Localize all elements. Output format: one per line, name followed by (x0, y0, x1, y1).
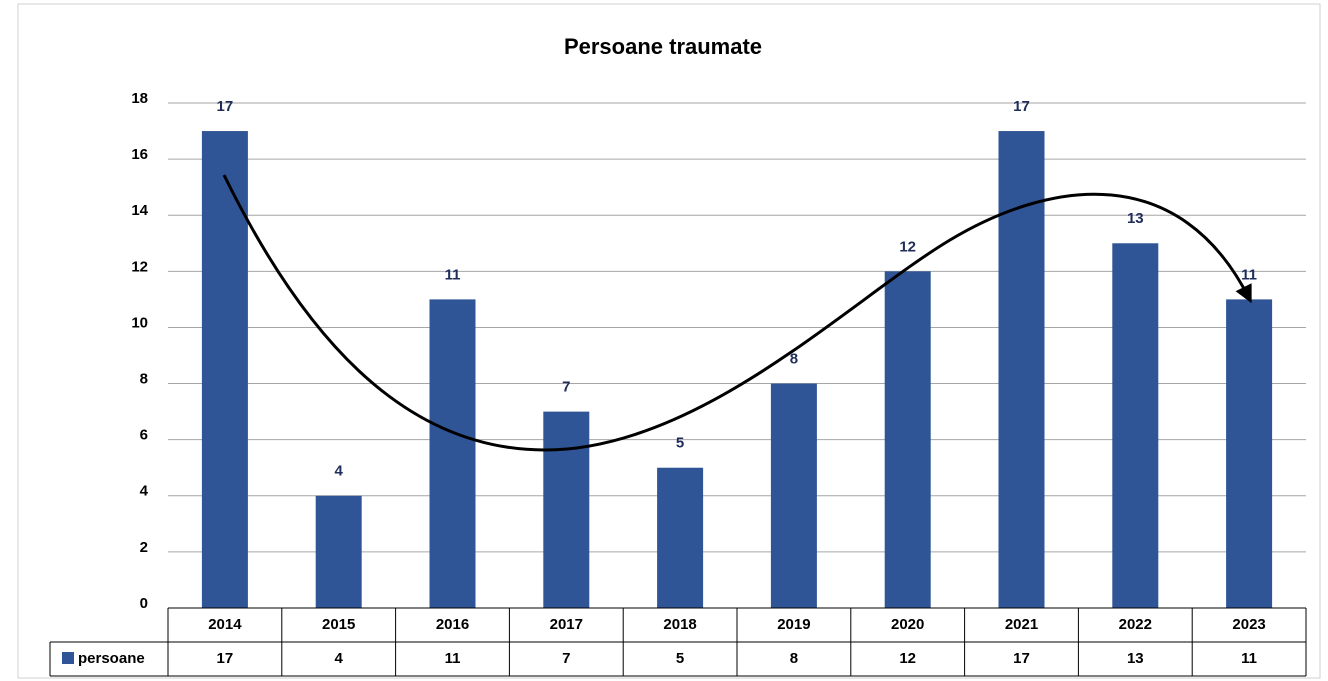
x-tick-label: 2019 (777, 616, 810, 633)
data-label: 11 (1241, 266, 1257, 283)
x-tick-label: 2021 (1005, 616, 1038, 633)
data-label: 17 (217, 98, 234, 115)
y-tick-label: 14 (131, 202, 148, 219)
bar (543, 411, 590, 608)
y-tick-label: 16 (131, 146, 148, 163)
y-tick-label: 0 (140, 595, 148, 612)
x-tick-label: 2016 (436, 616, 469, 633)
bar (1112, 243, 1159, 608)
x-tick-label: 2017 (550, 616, 583, 633)
bar (315, 495, 362, 608)
bar (201, 131, 248, 609)
x-tick-label: 2020 (891, 616, 924, 633)
table-value: 5 (676, 650, 684, 667)
y-tick-label: 12 (131, 258, 148, 275)
bars: 17 4 11 7 5 8 12 17 13 11 (201, 98, 1273, 609)
x-tick-label: 2014 (208, 616, 242, 633)
table-value: 11 (1241, 650, 1257, 667)
trend-arrow (222, 174, 1252, 452)
table-value: 17 (217, 650, 234, 667)
y-tick-label: 2 (140, 539, 148, 556)
x-tick-label: 2015 (322, 616, 355, 633)
table-value: 11 (445, 650, 461, 667)
y-tick-label: 18 (131, 90, 148, 107)
data-label: 12 (899, 238, 916, 255)
x-tick-label: 2018 (663, 616, 696, 633)
y-tick-label: 4 (140, 483, 149, 500)
table-value: 13 (1127, 650, 1144, 667)
data-label: 17 (1013, 98, 1030, 115)
y-tick-label: 8 (140, 371, 148, 388)
table-value: 12 (899, 650, 916, 667)
bar (429, 299, 476, 608)
bar (770, 383, 817, 608)
table-value: 17 (1013, 650, 1030, 667)
data-table: persoane 2014 17 2015 4 2016 11 2017 7 2018 5 2019 8… (49, 607, 1307, 677)
data-label: 13 (1127, 210, 1144, 227)
data-label: 5 (676, 435, 684, 452)
data-label: 4 (335, 463, 344, 480)
x-tick-label: 2022 (1119, 616, 1152, 633)
data-label: 8 (790, 351, 798, 368)
y-tick-label: 10 (131, 314, 148, 331)
bar (1226, 299, 1273, 608)
data-label: 7 (562, 379, 570, 396)
bar (998, 131, 1045, 609)
y-tick-label: 6 (140, 427, 148, 444)
chart-title: Persoane traumate (564, 34, 762, 59)
bar (884, 271, 931, 608)
legend-swatch (62, 652, 74, 664)
table-value: 7 (562, 650, 570, 667)
legend-label: persoane (78, 650, 145, 667)
x-tick-label: 2023 (1232, 616, 1265, 633)
table-value: 4 (335, 650, 344, 667)
bar (657, 467, 704, 608)
data-label: 11 (445, 266, 461, 283)
table-value: 8 (790, 650, 798, 667)
